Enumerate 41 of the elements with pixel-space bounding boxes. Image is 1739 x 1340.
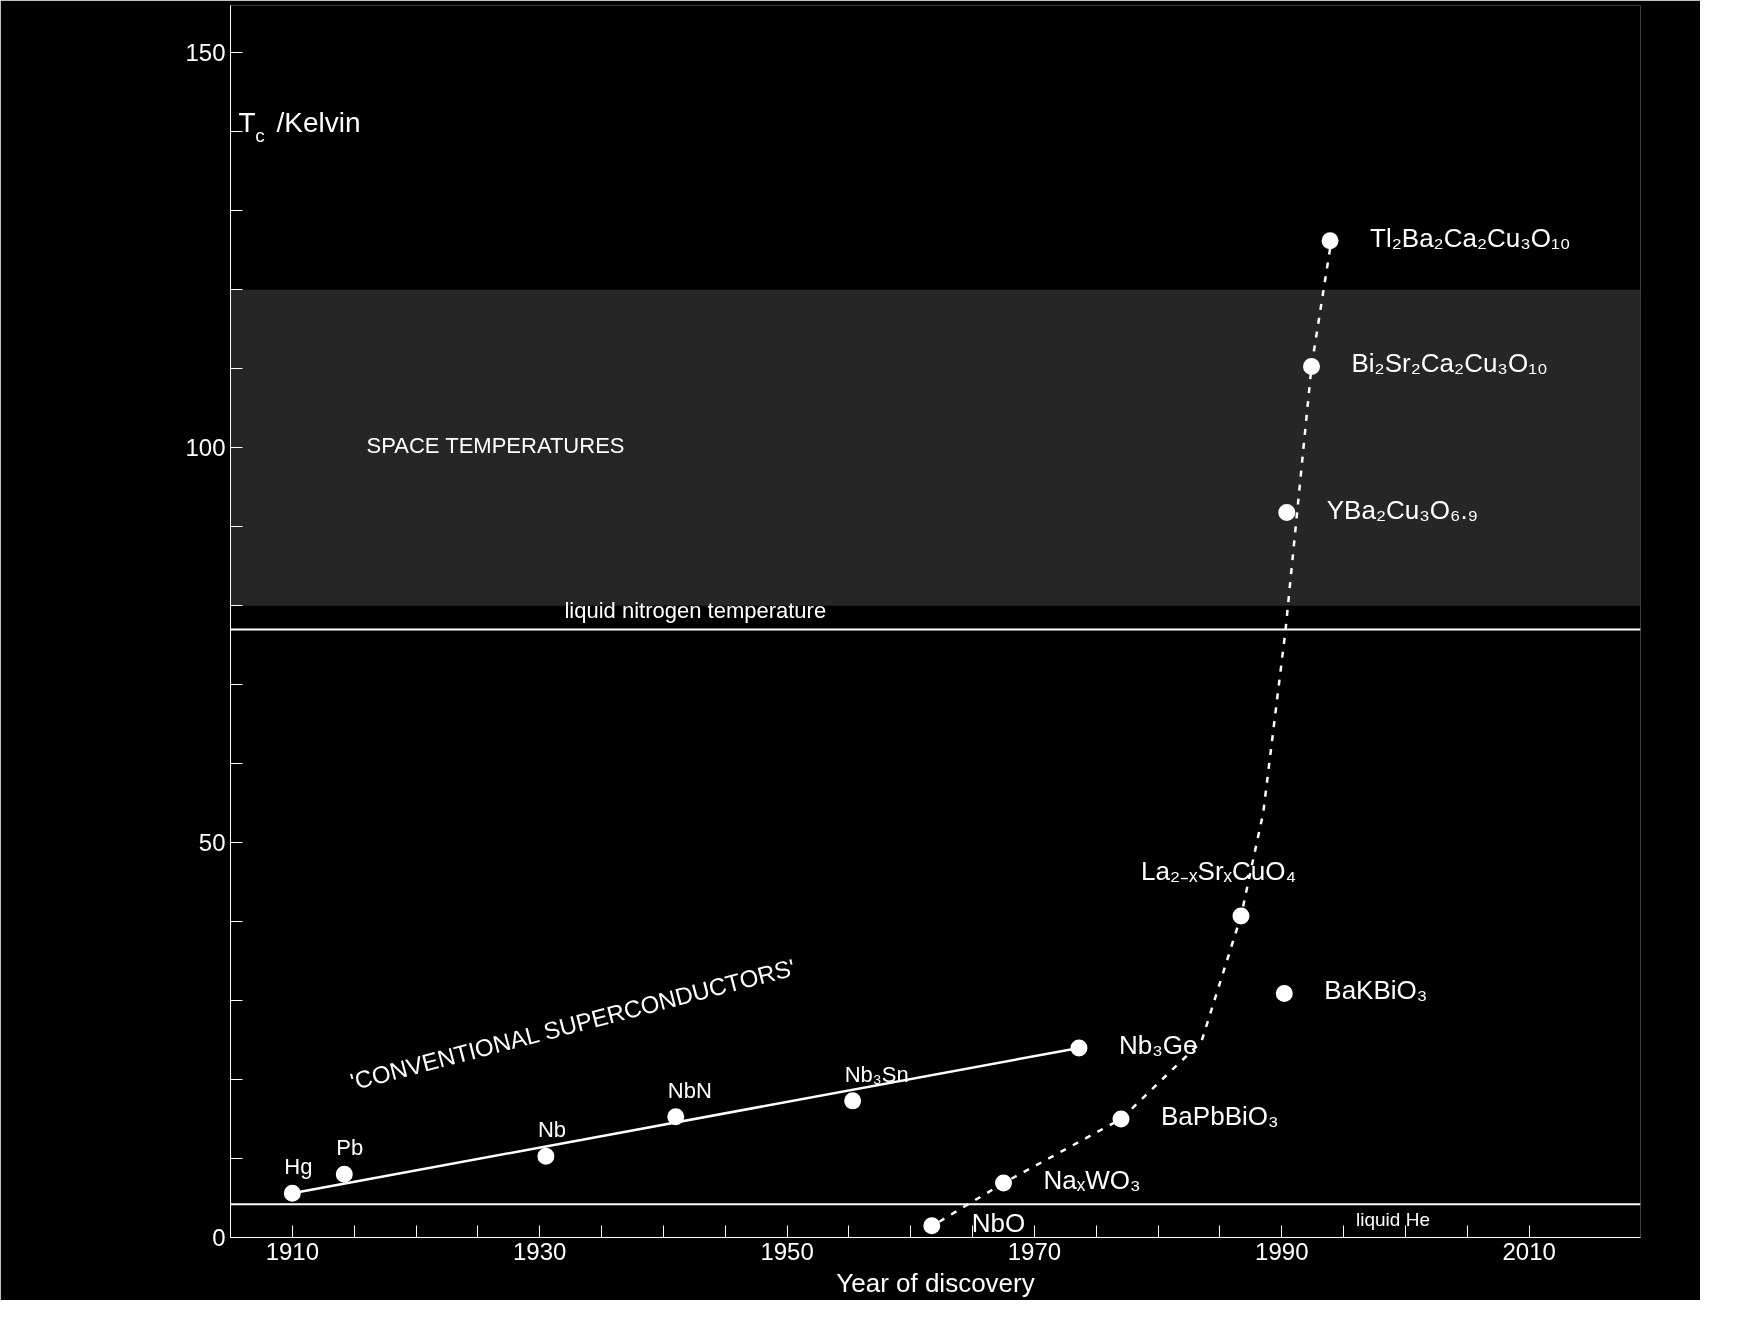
ref-line-label: liquid He (1356, 1209, 1430, 1231)
point (844, 1092, 862, 1110)
point (283, 1184, 301, 1202)
x-tick-label: 1990 (1255, 1237, 1309, 1265)
annotation: BaPbBiO₃ (1161, 1101, 1279, 1132)
annotation: Nb₃Sn (844, 1061, 909, 1087)
point (537, 1147, 555, 1165)
point (923, 1217, 941, 1235)
point (1232, 907, 1250, 925)
x-tick-label: 2010 (1502, 1237, 1556, 1265)
x-tick-label: 1950 (760, 1237, 814, 1265)
y-tick-label: 50 (198, 829, 226, 857)
annotation: Bi₂Sr₂Ca₂Cu₃O₁₀ (1351, 348, 1548, 379)
y-tick-label: 150 (185, 39, 226, 67)
annotation: La₂₋ₓSrₓCuO₄ (1141, 856, 1297, 887)
annotation: Nb₃Ge (1118, 1029, 1198, 1060)
annotation: YBa₂Cu₃O₆.₉ (1326, 494, 1479, 525)
ref-line-label: liquid nitrogen temperature (564, 598, 827, 624)
point (335, 1165, 353, 1183)
point (1278, 504, 1296, 521)
x-axis-title: Year of discovery (836, 1267, 1035, 1298)
point (1321, 232, 1339, 250)
x-tick-label: 1970 (1007, 1237, 1062, 1265)
annotation: Tl₂Ba₂Ca₂Cu₃O₁₀ (1370, 222, 1571, 253)
y-tick-label: 100 (185, 434, 226, 462)
annotation: NaₓWO₃ (1043, 1165, 1141, 1196)
point (1070, 1039, 1088, 1057)
annotation: Hg (284, 1154, 313, 1180)
annotation: Pb (336, 1135, 364, 1161)
point (1303, 357, 1320, 375)
annotation: NbN (667, 1077, 712, 1103)
y-tick-label: 0 (212, 1224, 226, 1251)
annotation: BaKBiO₃ (1324, 975, 1428, 1006)
x-tick-label: 1930 (513, 1237, 567, 1265)
point (1112, 1110, 1130, 1128)
band-label: SPACE TEMPERATURES (366, 432, 625, 458)
annotation: Nb (537, 1117, 567, 1143)
point (995, 1174, 1013, 1192)
point (1275, 984, 1293, 1002)
x-tick-label: 1910 (265, 1237, 320, 1265)
annotation: NbO (971, 1207, 1026, 1238)
